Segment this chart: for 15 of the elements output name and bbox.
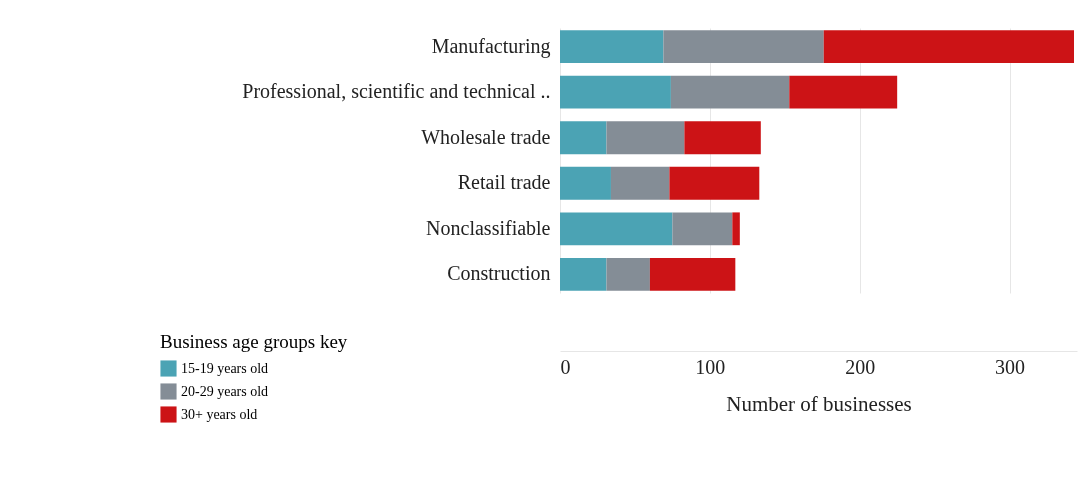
legend-label: 15-19 years old [181,360,269,376]
legend-title: Business age groups key [160,331,348,352]
x-tick-label: 300 [995,355,1026,378]
x-tick-label: 200 [845,355,876,378]
y-tick-label: Manufacturing [431,34,551,58]
legend-label: 20-29 years old [181,383,269,399]
y-tick-label: Professional, scientific and technical .. [242,80,551,103]
y-tick-label: Construction [447,262,551,285]
x-axis-title: Number of businesses [726,391,912,416]
y-tick-label: Nonclassifiable [426,216,551,239]
x-tick-label: 0 [560,355,571,378]
y-tick-label: Wholesale trade [421,125,551,148]
y-tick-label: Retail trade [457,171,551,194]
legend-label: 30+ years old [181,406,258,422]
x-tick-label: 100 [695,355,726,378]
